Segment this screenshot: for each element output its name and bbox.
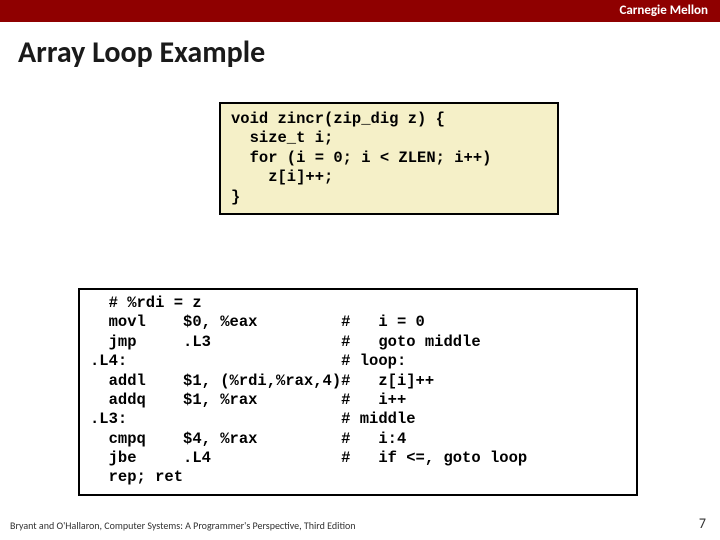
- footer-page-number: 7: [699, 515, 706, 532]
- header-bar: Carnegie Mellon: [0, 0, 720, 22]
- page-title: Array Loop Example: [18, 34, 720, 71]
- assembly-code-box: # %rdi = z movl $0, %eax # i = 0 jmp .L3…: [78, 288, 638, 496]
- footer-attribution: Bryant and O'Hallaron, Computer Systems:…: [10, 519, 356, 532]
- brand-label: Carnegie Mellon: [619, 3, 708, 18]
- source-code-box: void zincr(zip_dig z) { size_t i; for (i…: [219, 102, 559, 215]
